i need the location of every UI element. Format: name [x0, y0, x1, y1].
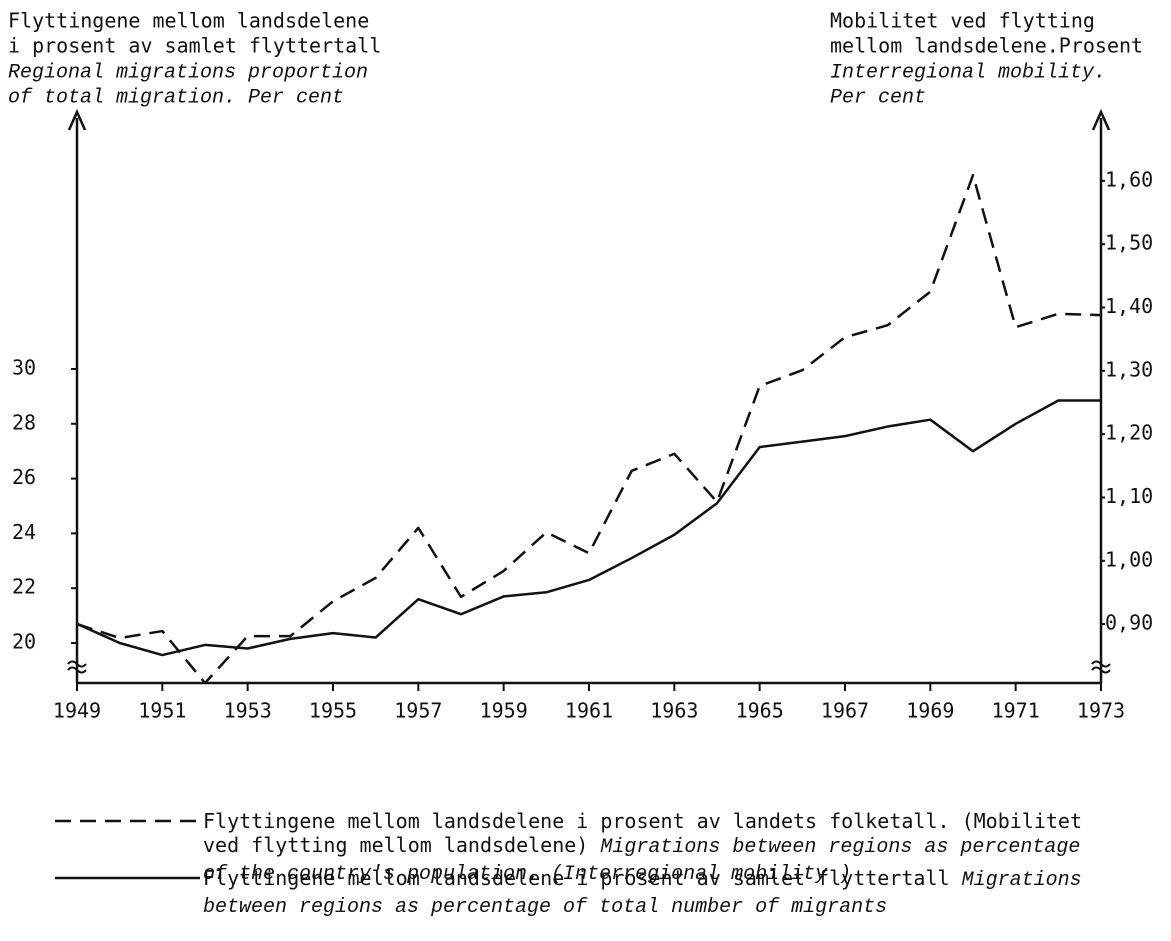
x-tick-label: 1949	[53, 699, 101, 723]
y-tick-label: 20	[12, 629, 36, 653]
legend-label-en: Migrations between regions as percentage…	[203, 869, 1082, 919]
y-axis-title-en: Regional migrations proportion	[8, 61, 368, 84]
y-axis-title-en: of total migration. Per cent	[8, 86, 344, 109]
y-axis-title: i prosent av samlet flyttertall	[8, 34, 381, 58]
y2-axis-title-en: Interregional mobility.	[830, 61, 1106, 84]
y2-axis-title: mellom landsdelene.Prosent	[830, 34, 1143, 58]
y-tick-label: 24	[12, 520, 36, 544]
y-tick-label: 30	[12, 355, 36, 379]
y2-axis-title: Mobilitet ved flytting	[830, 9, 1095, 33]
legend-label: Flyttingene mellom landsdelene i prosent…	[203, 866, 950, 890]
x-tick-label: 1961	[565, 699, 613, 723]
x-tick-label: 1951	[138, 699, 186, 723]
legend-label: Flyttingene mellom landsdelene i prosent…	[203, 809, 1082, 857]
y-tick-label: 26	[12, 465, 36, 489]
y2-tick-label: 1,10	[1105, 484, 1153, 508]
x-tick-label: 1959	[480, 699, 528, 723]
x-tick-label: 1969	[906, 699, 954, 723]
series-line	[76, 173, 1102, 685]
y-tick-label: 22	[12, 575, 36, 599]
y2-tick-label: 1,50	[1105, 231, 1153, 255]
x-tick-label: 1955	[309, 699, 357, 723]
y2-tick-label: 1,20	[1105, 421, 1153, 445]
y2-tick-label: 1,60	[1105, 167, 1153, 191]
y-axis-title: Flyttingene mellom landsdelene	[8, 9, 369, 33]
y2-tick-label: 0,90	[1105, 611, 1153, 635]
y2-tick-label: 1,00	[1105, 547, 1153, 571]
axes	[67, 108, 1111, 685]
legend-label-en: Migrations between regions as percentage…	[203, 836, 1081, 886]
legend-entry: Flyttingene mellom landsdelene i prosent…	[203, 866, 1095, 920]
x-tick-label: 1967	[821, 699, 869, 723]
y2-tick-label: 1,40	[1105, 294, 1153, 318]
y2-tick-label: 1,30	[1105, 357, 1153, 381]
series-line	[76, 399, 1101, 657]
x-tick-label: 1953	[224, 699, 272, 723]
x-tick-label: 1971	[992, 699, 1040, 723]
x-tick-label: 1965	[736, 699, 784, 723]
x-tick-label: 1957	[394, 699, 442, 723]
x-tick-label: 1973	[1077, 699, 1125, 723]
x-tick-label: 1963	[650, 699, 698, 723]
legend-entry: Flyttingene mellom landsdelene i prosent…	[203, 809, 1095, 887]
y-tick-label: 28	[12, 410, 36, 434]
y2-axis-title-en: Per cent	[830, 86, 926, 109]
